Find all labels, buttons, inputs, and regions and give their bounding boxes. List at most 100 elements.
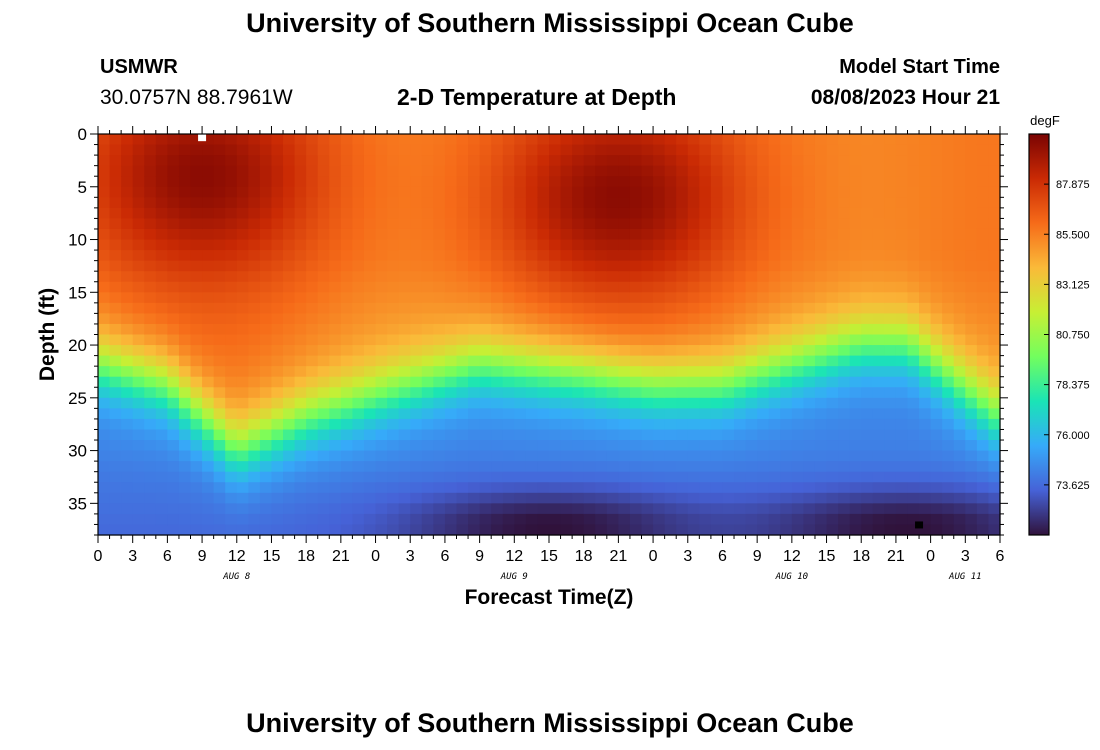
heatmap-cell [167,397,180,409]
heatmap-cell [641,471,654,483]
heatmap-cell [641,218,654,230]
heatmap-cell [641,250,654,262]
heatmap-cell [641,334,654,346]
heatmap-cell [213,524,226,536]
heatmap-cell [329,513,342,526]
heatmap-cell [514,461,527,473]
heatmap-cell [491,207,504,220]
heatmap-cell [942,239,955,251]
heatmap-cell [98,260,111,272]
heatmap-cell [387,250,400,262]
heatmap-cell [456,313,469,325]
heatmap-cell [907,323,920,336]
heatmap-cell [872,471,885,483]
heatmap-cell [121,503,134,515]
heatmap-cell [167,218,180,230]
heatmap-cell [549,503,562,515]
heatmap-cell [676,144,689,156]
heatmap-cell [178,197,192,209]
heatmap-cell [178,387,192,399]
heatmap-cell [479,250,492,262]
heatmap-cell [109,197,122,209]
heatmap-cell [745,239,758,251]
heatmap-cell [629,366,643,378]
heatmap-cell [352,176,365,188]
heatmap-cell [757,503,770,515]
heatmap-cell [340,197,354,209]
heatmap-cell [190,250,203,262]
heatmap-cell [340,345,354,357]
heatmap-cell [329,492,342,504]
heatmap-cell [757,366,770,378]
heatmap-cell [734,165,747,177]
heatmap-cell [329,418,342,431]
heatmap-cell [953,144,966,156]
heatmap-cell [259,345,273,357]
heatmap-cell [710,271,724,283]
heatmap-cell [757,165,770,177]
heatmap-cell [757,450,770,462]
heatmap-cell [791,492,805,504]
heatmap-cell [734,482,747,494]
heatmap-cell [699,292,712,304]
heatmap-cell [791,429,805,441]
heatmap-cell [132,239,145,251]
heatmap-cell [121,239,134,251]
heatmap-cell [502,271,515,283]
heatmap-cell [456,440,469,452]
heatmap-cell [629,165,643,177]
heatmap-cell [965,260,978,272]
heatmap-cell [641,207,654,220]
heatmap-cell [121,345,134,357]
heatmap-cell [861,366,874,378]
heatmap-cell [710,334,724,346]
heatmap-cell [514,345,527,357]
heatmap-cell [225,134,238,146]
heatmap-cell [236,471,249,483]
heatmap-cell [109,228,122,241]
heatmap-cell [363,239,377,251]
heatmap-cell [757,271,770,283]
heatmap-cell [468,334,481,346]
heatmap-cell [872,450,885,462]
heatmap-cell [629,503,643,515]
heatmap-cell [410,313,423,325]
heatmap-cell [213,144,226,156]
heatmap-cell [745,228,758,241]
heatmap-cell [132,207,145,220]
heatmap-cell [514,197,527,209]
heatmap-cell [421,260,434,272]
heatmap-cell [803,302,816,314]
heatmap-cell [710,450,724,462]
heatmap-cell [895,323,909,336]
heatmap-cell [629,176,643,188]
heatmap-cell [398,355,411,367]
heatmap-cell [190,134,203,146]
heatmap-cell [618,492,631,504]
heatmap-cell [965,207,978,220]
heatmap-cell [768,366,781,378]
heatmap-cell [387,218,400,230]
heatmap-cell [317,218,330,230]
heatmap-cell [988,461,1001,473]
heatmap-cell [178,239,192,251]
heatmap-cell [641,461,654,473]
heatmap-cell [734,176,747,188]
y-tick-label: 30 [68,442,87,461]
heatmap-cell [202,492,215,504]
heatmap-cell [803,292,816,304]
heatmap-cell [895,334,909,346]
heatmap-cell [583,471,596,483]
heatmap-cell [826,366,839,378]
heatmap-cell [479,155,492,167]
heatmap-cell [618,197,631,209]
heatmap-cell [433,186,446,198]
heatmap-cell [861,492,874,504]
heatmap-cell [155,165,168,177]
heatmap-cell [363,503,377,515]
heatmap-cell [375,440,388,452]
heatmap-cell [699,165,712,177]
heatmap-cell [421,334,434,346]
heatmap-cell [618,387,631,399]
heatmap-cell [271,408,284,420]
